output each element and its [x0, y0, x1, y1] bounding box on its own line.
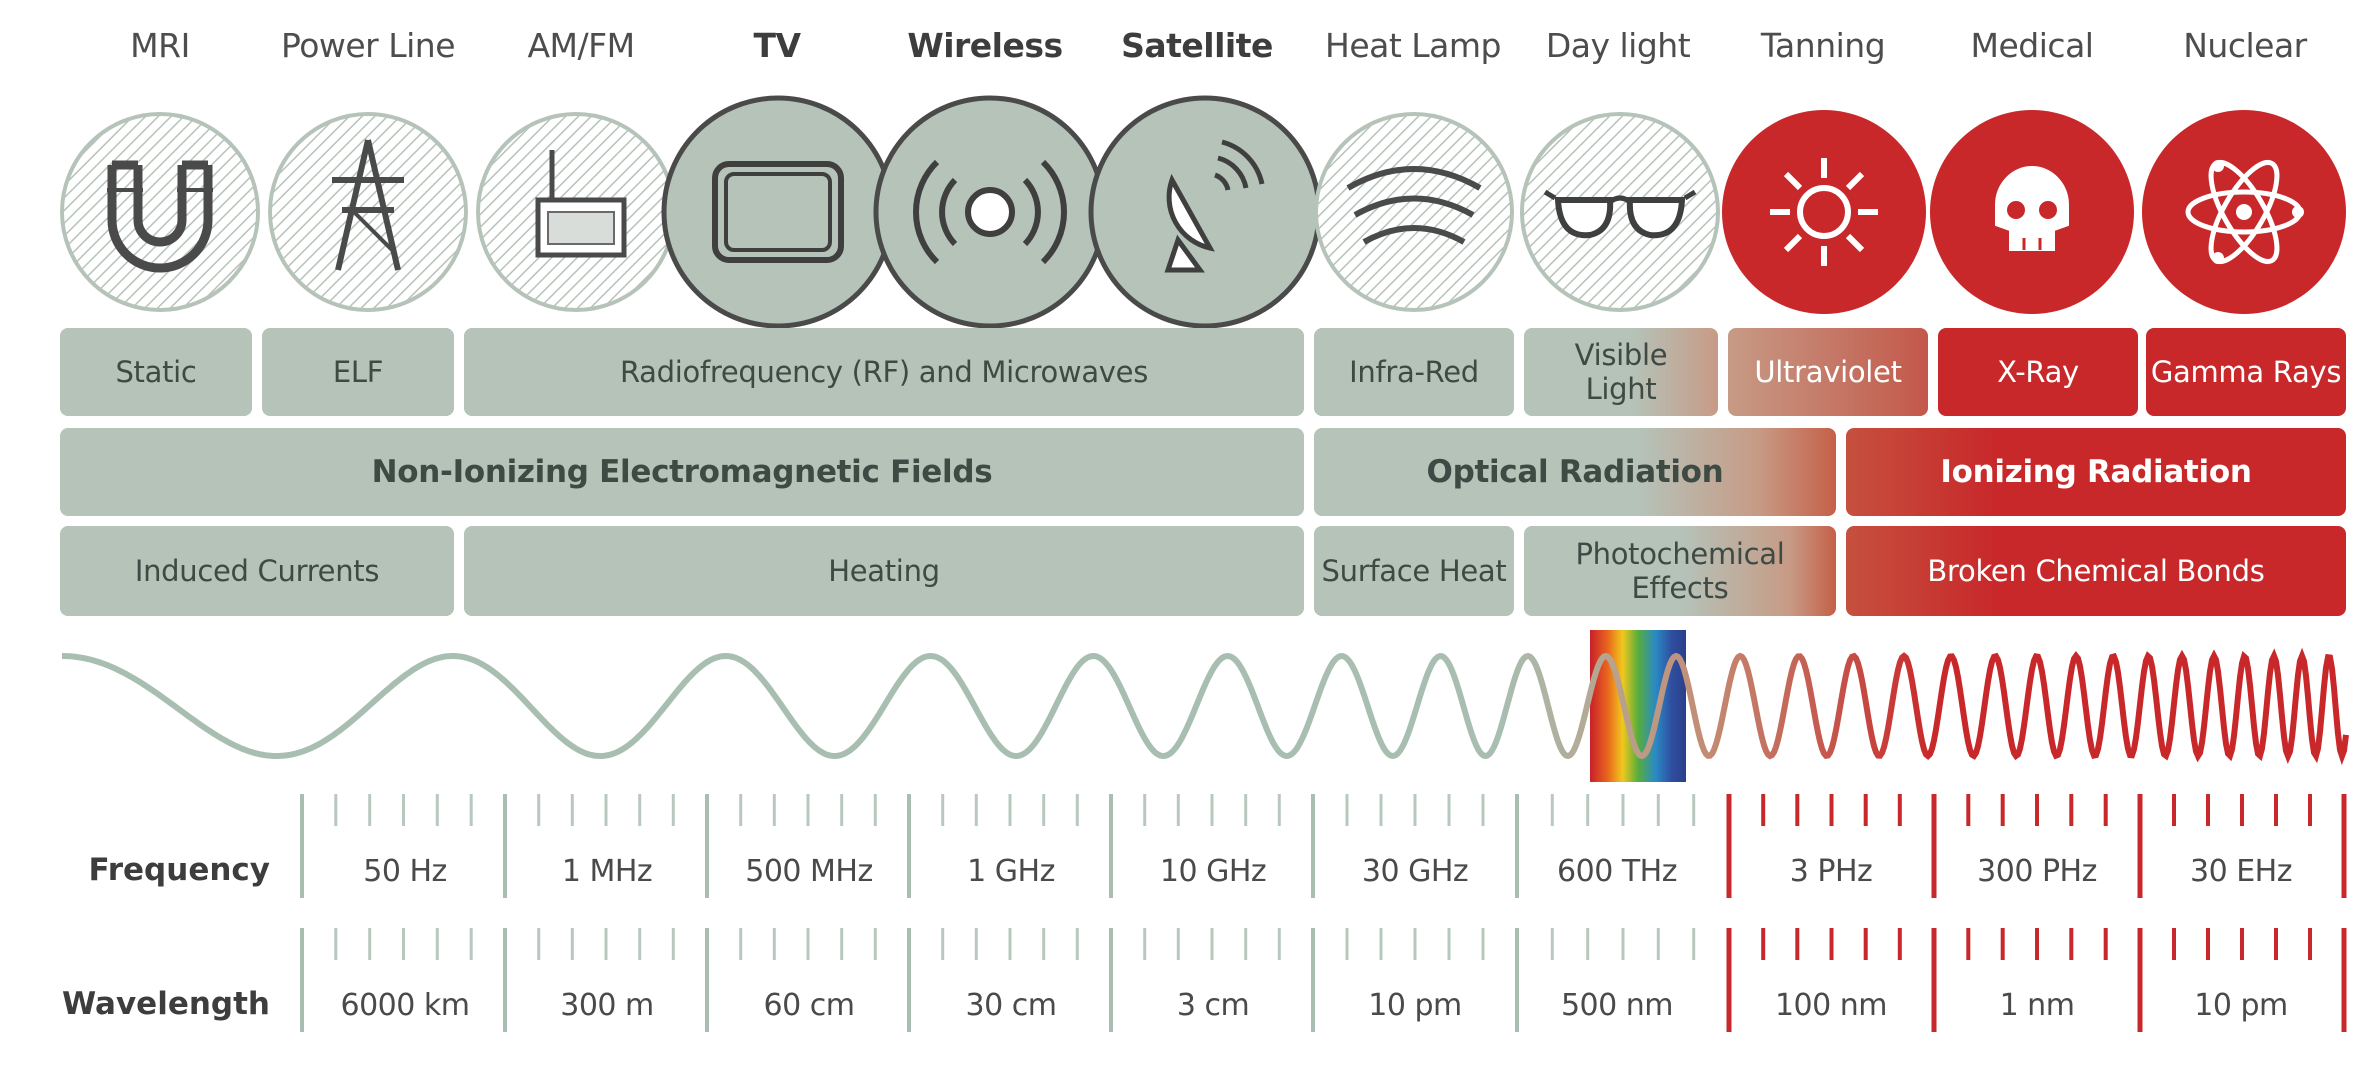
frequency-value: 30 EHz	[2190, 854, 2292, 889]
effect-induced-currents: Induced Currents	[60, 526, 454, 616]
frequency-value: 1 GHz	[967, 854, 1055, 889]
source-label-day-light: Day light	[1545, 26, 1691, 65]
category-non-ionizing: Non-Ionizing Electromagnetic Fields	[60, 428, 1304, 516]
band-rf-microwaves: Radiofrequency (RF) and Microwaves	[464, 328, 1304, 416]
atom-icon	[2142, 110, 2346, 314]
band-visible-line2: Light	[1585, 372, 1657, 406]
wavelength-value: 500 nm	[1560, 988, 1674, 1023]
source-label-heat-lamp: Heat Lamp	[1325, 26, 1501, 65]
frequency-value: 10 GHz	[1159, 854, 1267, 889]
band-ultraviolet: Ultraviolet	[1728, 328, 1928, 416]
source-label-mri: MRI	[130, 26, 190, 65]
band-visible-light: Visible Light	[1524, 328, 1718, 416]
band-infra-red: Infra-Red	[1314, 328, 1514, 416]
magnet-icon	[60, 112, 260, 312]
source-label-tv: TV	[753, 26, 801, 65]
band-elf: ELF	[262, 328, 454, 416]
band-visible-line1: Visible	[1574, 338, 1668, 372]
effect-photochemical-line2: Effects	[1631, 571, 1729, 605]
satellite-dish-icon	[1088, 95, 1322, 329]
effect-surface-heat: Surface Heat	[1314, 526, 1514, 616]
frequency-value: 500 MHz	[745, 854, 873, 889]
source-label-tanning: Tanning	[1760, 26, 1886, 65]
source-icons	[60, 95, 2346, 329]
frequency-value: 3 PHz	[1789, 854, 1873, 889]
source-label-nuclear: Nuclear	[2183, 26, 2307, 65]
skull-icon	[1930, 110, 2134, 314]
wavelength-value: 30 cm	[965, 988, 1057, 1023]
source-label-am-fm: AM/FM	[527, 26, 635, 65]
frequency-value: 50 Hz	[363, 854, 447, 889]
sun-icon	[1722, 110, 1926, 314]
frequency-value: 600 THz	[1557, 854, 1677, 889]
wavelength-value: 60 cm	[763, 988, 855, 1023]
effect-photochemical: Photochemical Effects	[1524, 526, 1836, 616]
wavelength-value: 3 cm	[1176, 988, 1250, 1023]
frequency-value: 30 GHz	[1361, 854, 1469, 889]
category-ionizing: Ionizing Radiation	[1846, 428, 2346, 516]
wavelength-value: 10 pm	[2194, 988, 2288, 1023]
source-label-satellite: Satellite	[1121, 26, 1273, 65]
wavelength-label: Wavelength	[61, 986, 270, 1022]
effect-photochemical-line1: Photochemical	[1575, 537, 1785, 571]
band-x-ray: X-Ray	[1938, 328, 2138, 416]
wireless-signal-icon	[873, 95, 1107, 329]
wavelength-value: 100 nm	[1774, 988, 1888, 1023]
source-label-power-line: Power Line	[280, 26, 456, 65]
wavelength-value: 1 nm	[1999, 988, 2075, 1023]
wave-line	[62, 647, 2349, 766]
source-label-medical: Medical	[1970, 26, 2094, 65]
frequency-value: 300 PHz	[1977, 854, 2097, 889]
effect-broken-chemical-bonds: Broken Chemical Bonds	[1846, 526, 2346, 616]
sunglasses-icon	[1520, 112, 1720, 312]
wave-graphic	[62, 630, 2349, 782]
source-label-wireless: Wireless	[907, 26, 1063, 65]
category-optical: Optical Radiation	[1314, 428, 1836, 516]
frequency-label: Frequency	[88, 852, 270, 888]
wavelength-value: 6000 km	[340, 988, 470, 1023]
band-gamma-rays: Gamma Rays	[2146, 328, 2346, 416]
heat-waves-icon	[1314, 112, 1514, 312]
power-tower-icon	[268, 112, 468, 312]
wavelength-value: 10 pm	[1368, 988, 1462, 1023]
wavelength-value: 300 m	[560, 988, 654, 1023]
band-static: Static	[60, 328, 252, 416]
effect-heating: Heating	[464, 526, 1304, 616]
frequency-value: 1 MHz	[561, 854, 653, 889]
